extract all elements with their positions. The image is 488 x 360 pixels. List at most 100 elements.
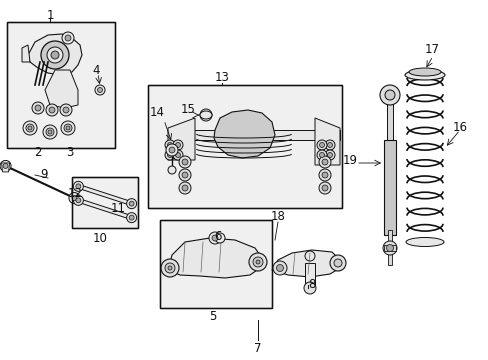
Circle shape bbox=[182, 185, 187, 191]
Bar bbox=[148, 85, 341, 208]
Circle shape bbox=[272, 261, 286, 275]
Circle shape bbox=[319, 153, 324, 158]
Circle shape bbox=[179, 169, 191, 181]
Circle shape bbox=[129, 201, 134, 206]
Circle shape bbox=[161, 259, 179, 277]
Circle shape bbox=[23, 121, 37, 135]
Text: 13: 13 bbox=[214, 71, 229, 84]
Circle shape bbox=[61, 121, 75, 135]
Circle shape bbox=[97, 87, 102, 93]
Circle shape bbox=[318, 182, 330, 194]
Polygon shape bbox=[78, 184, 131, 206]
Text: 10: 10 bbox=[92, 231, 107, 244]
Polygon shape bbox=[168, 130, 339, 140]
Circle shape bbox=[212, 235, 218, 241]
Circle shape bbox=[318, 169, 330, 181]
Bar bbox=[160, 220, 271, 308]
Circle shape bbox=[252, 257, 263, 267]
Text: 14: 14 bbox=[149, 105, 164, 118]
Circle shape bbox=[382, 241, 396, 255]
Circle shape bbox=[41, 41, 69, 69]
Circle shape bbox=[319, 143, 324, 148]
Text: 16: 16 bbox=[451, 121, 467, 134]
Circle shape bbox=[0, 161, 11, 171]
Circle shape bbox=[182, 159, 187, 165]
Circle shape bbox=[63, 107, 69, 113]
Circle shape bbox=[126, 199, 136, 209]
Circle shape bbox=[179, 156, 191, 168]
Circle shape bbox=[329, 255, 346, 271]
Circle shape bbox=[64, 124, 72, 132]
Circle shape bbox=[49, 107, 55, 113]
Circle shape bbox=[321, 172, 327, 178]
Circle shape bbox=[318, 156, 330, 168]
Circle shape bbox=[215, 233, 224, 243]
Circle shape bbox=[73, 195, 83, 205]
Circle shape bbox=[316, 150, 326, 160]
Circle shape bbox=[321, 185, 327, 191]
Ellipse shape bbox=[200, 111, 212, 119]
Circle shape bbox=[321, 159, 327, 165]
Text: 19: 19 bbox=[342, 153, 357, 166]
Bar bbox=[305, 263, 314, 285]
Circle shape bbox=[167, 143, 172, 148]
Text: 3: 3 bbox=[66, 145, 74, 158]
Polygon shape bbox=[22, 45, 30, 62]
Circle shape bbox=[325, 140, 334, 150]
Bar bbox=[383, 245, 395, 251]
Bar bbox=[72, 177, 138, 228]
Bar bbox=[148, 85, 341, 208]
Text: 17: 17 bbox=[424, 42, 439, 55]
Circle shape bbox=[66, 126, 70, 130]
Text: 6: 6 bbox=[214, 230, 221, 243]
Text: 8: 8 bbox=[307, 278, 315, 291]
Text: 1: 1 bbox=[46, 9, 54, 22]
Circle shape bbox=[95, 85, 105, 95]
Circle shape bbox=[3, 163, 8, 168]
Bar bbox=[160, 220, 271, 308]
Polygon shape bbox=[168, 238, 262, 278]
Text: 11: 11 bbox=[110, 202, 125, 215]
Circle shape bbox=[384, 90, 394, 100]
Bar bbox=[387, 230, 391, 265]
Circle shape bbox=[164, 263, 175, 273]
Circle shape bbox=[65, 35, 71, 41]
Polygon shape bbox=[271, 250, 339, 277]
Circle shape bbox=[256, 260, 260, 264]
Text: 5: 5 bbox=[209, 310, 216, 324]
Circle shape bbox=[276, 265, 283, 271]
Circle shape bbox=[165, 144, 178, 156]
Circle shape bbox=[168, 166, 176, 174]
Circle shape bbox=[62, 32, 74, 44]
Polygon shape bbox=[314, 118, 339, 165]
Circle shape bbox=[316, 140, 326, 150]
Circle shape bbox=[76, 198, 81, 203]
Bar bbox=[7, 22, 115, 148]
Circle shape bbox=[129, 215, 134, 220]
Text: 7: 7 bbox=[254, 342, 261, 356]
Circle shape bbox=[167, 153, 172, 158]
Circle shape bbox=[46, 104, 58, 116]
Circle shape bbox=[175, 153, 180, 158]
Polygon shape bbox=[78, 198, 131, 220]
Circle shape bbox=[175, 143, 180, 148]
Bar bbox=[386, 100, 392, 145]
Circle shape bbox=[32, 102, 44, 114]
Text: 15: 15 bbox=[180, 103, 195, 116]
Circle shape bbox=[73, 181, 83, 192]
Circle shape bbox=[182, 172, 187, 178]
Polygon shape bbox=[214, 110, 274, 158]
Circle shape bbox=[43, 125, 57, 139]
Circle shape bbox=[379, 85, 399, 105]
Ellipse shape bbox=[408, 68, 440, 76]
Circle shape bbox=[26, 124, 34, 132]
Circle shape bbox=[28, 126, 32, 130]
Circle shape bbox=[35, 105, 41, 111]
Ellipse shape bbox=[405, 238, 443, 247]
Ellipse shape bbox=[404, 70, 444, 80]
Bar bbox=[7, 22, 115, 148]
Circle shape bbox=[179, 182, 191, 194]
Circle shape bbox=[46, 128, 54, 136]
Circle shape bbox=[168, 266, 172, 270]
Circle shape bbox=[173, 150, 183, 160]
